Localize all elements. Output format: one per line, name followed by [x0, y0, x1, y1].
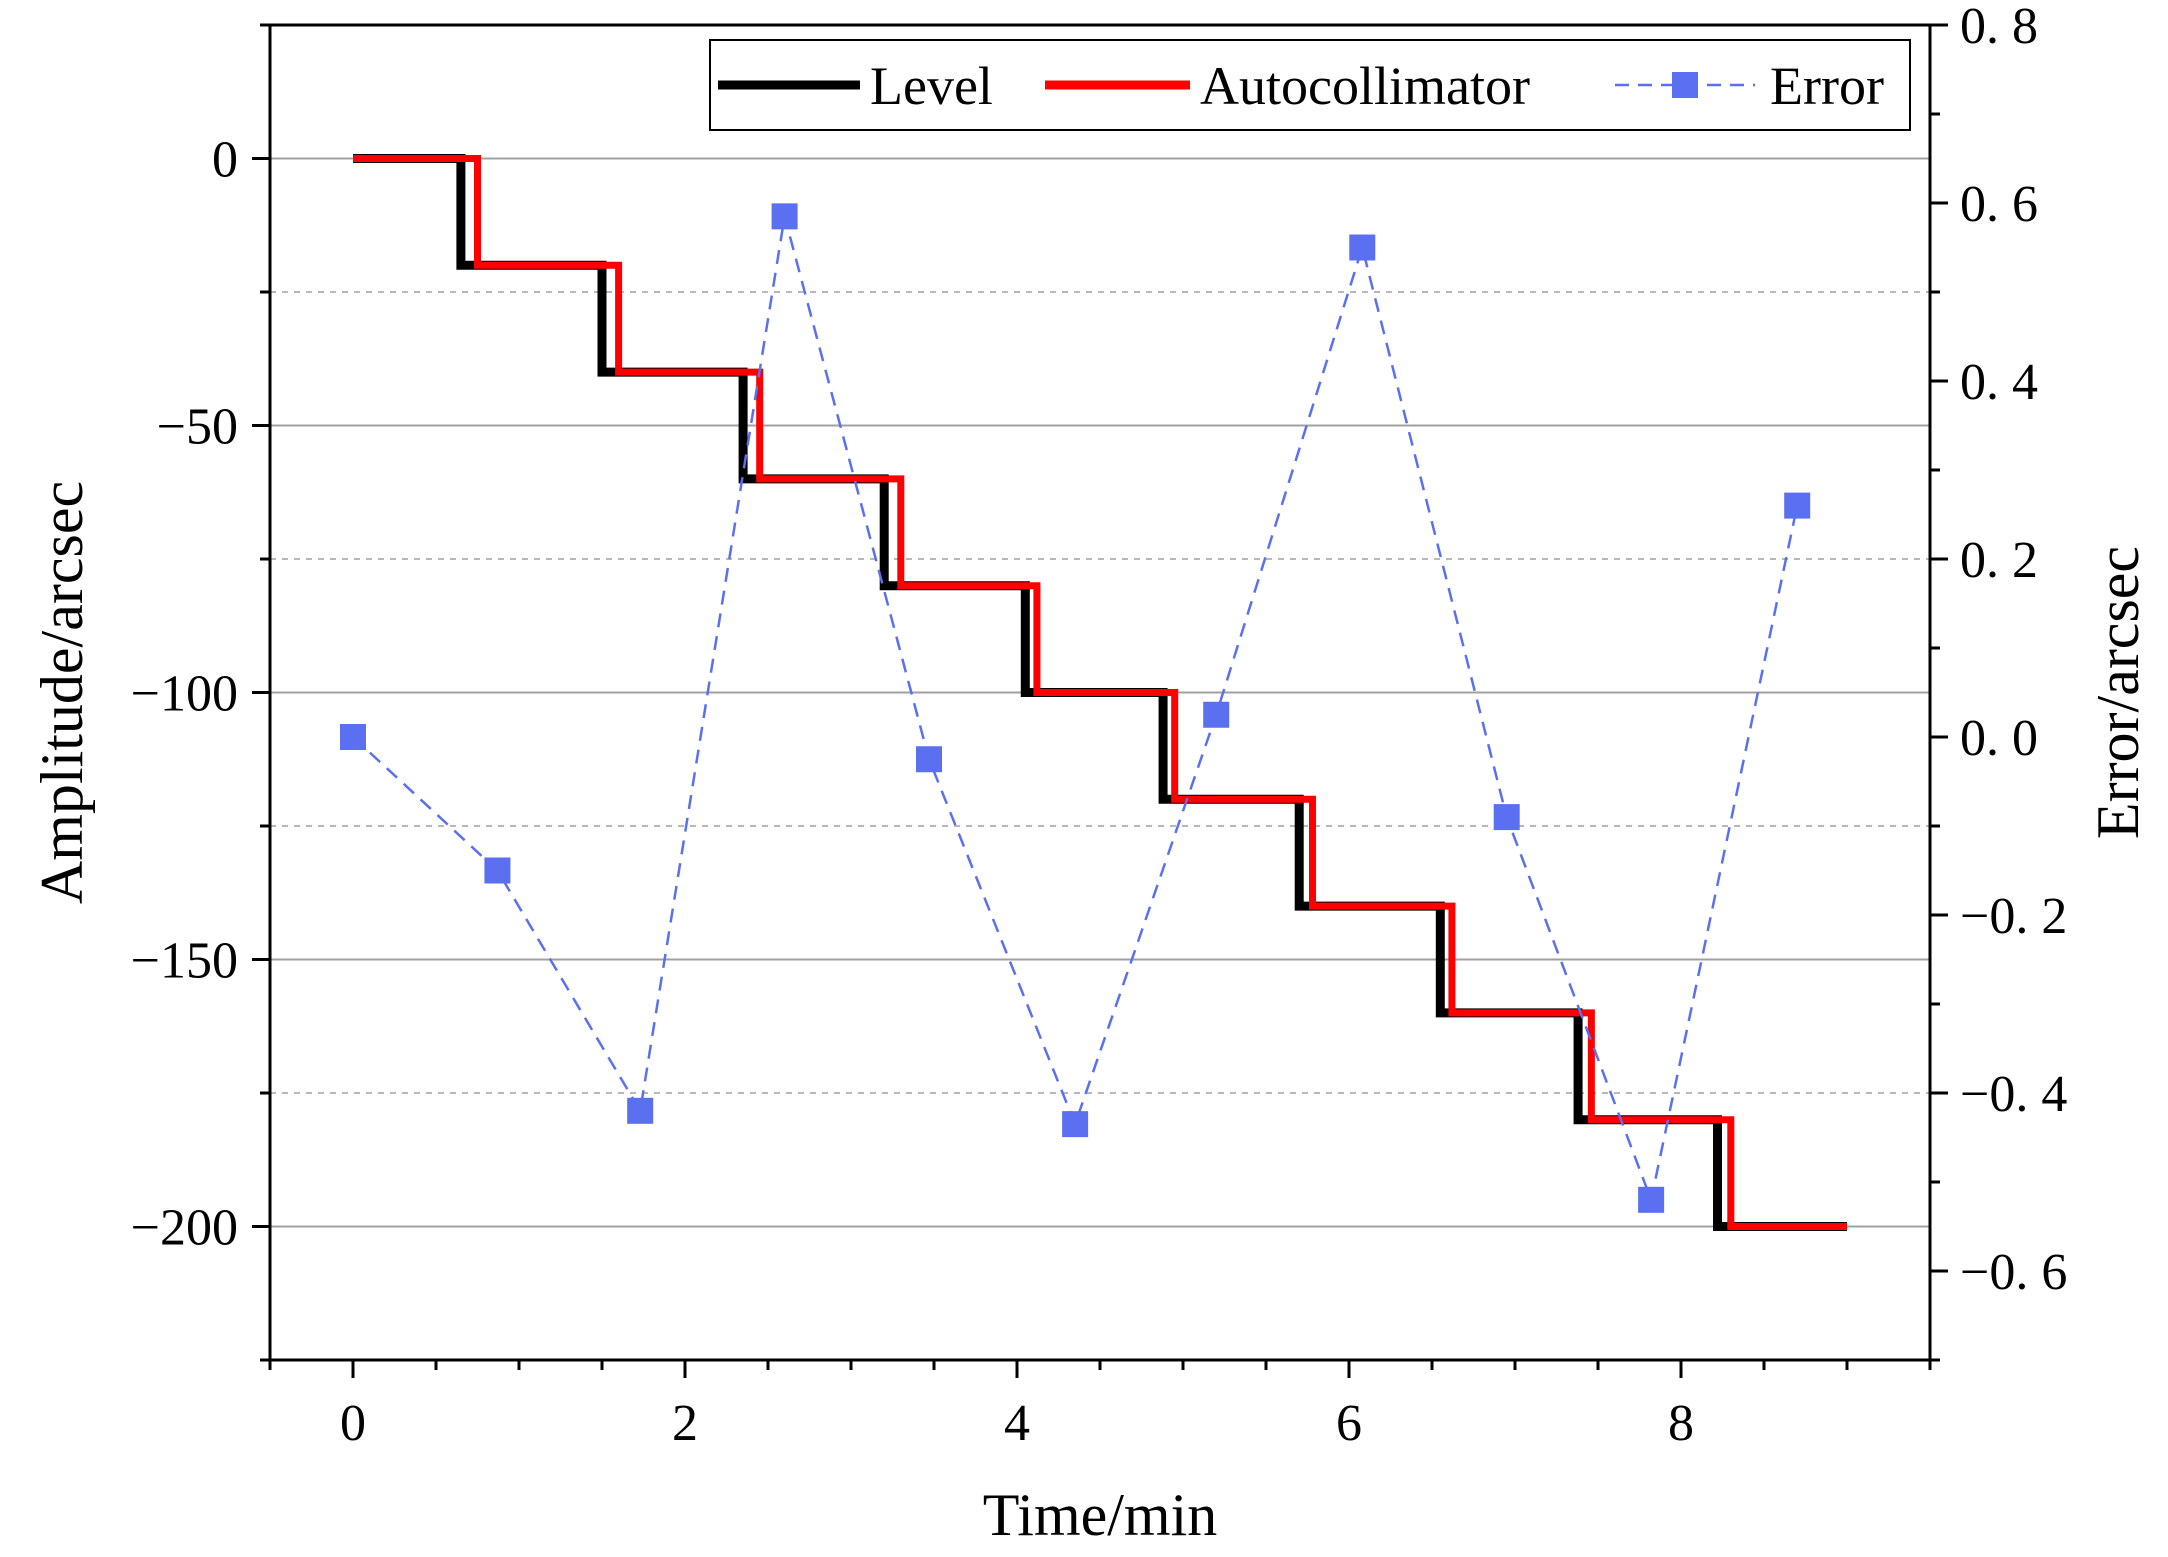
error-point: [771, 203, 798, 230]
y2-tick-label: −0. 4: [1960, 1066, 2067, 1123]
legend: Level Autocollimator Error: [709, 39, 1911, 131]
error-point: [340, 724, 366, 750]
error-point: [916, 746, 943, 773]
y-tick-label: −100: [131, 666, 238, 723]
y2-tick-label: 0. 6: [1960, 176, 2038, 233]
x-tick-label: 2: [672, 1395, 698, 1452]
tick-labels: 0 2 4 6 8 0 −50 −100 −150 −200 0. 8 0. 6 0. 4 0. 2 0. …: [131, 0, 2068, 1452]
grid-lines: [270, 157, 1930, 1228]
data-series: [340, 154, 1847, 1231]
y2-tick-label: 0. 8: [1960, 0, 2038, 55]
y2-tick-label: 0. 4: [1960, 354, 2038, 411]
y-tick-label: −150: [131, 933, 238, 990]
y-tick-label: 0: [212, 132, 238, 189]
series-autocollimator-line: [353, 155, 1847, 1230]
error-point: [1638, 1186, 1665, 1213]
error-point: [1493, 804, 1520, 831]
y-tick-label: −50: [157, 399, 238, 456]
error-point: [1203, 701, 1230, 728]
y-axis-title: Amplitude/arcsec: [29, 481, 95, 904]
error-point: [484, 857, 511, 884]
error-point: [1349, 234, 1376, 261]
series-error-line: [352, 216, 1799, 1205]
legend-label-error: Error: [1770, 56, 1884, 116]
x-tick-label: 8: [1668, 1395, 1694, 1452]
y2-tick-label: −0. 2: [1960, 888, 2067, 945]
legend-marker-error: [1672, 72, 1698, 98]
y2-tick-label: 0. 2: [1960, 532, 2038, 589]
x-tick-label: 0: [340, 1395, 366, 1452]
error-point: [627, 1097, 654, 1124]
y2-tick-label: −0. 6: [1960, 1244, 2067, 1301]
legend-label-level: Level: [870, 56, 993, 116]
y2-tick-label: 0. 0: [1960, 710, 2038, 767]
axis-ticks: [252, 23, 1948, 1378]
x-tick-label: 4: [1004, 1395, 1030, 1452]
error-point: [1062, 1111, 1089, 1138]
x-tick-label: 6: [1336, 1395, 1362, 1452]
x-axis-title: Time/min: [983, 1482, 1218, 1548]
y-tick-label: −200: [131, 1200, 238, 1257]
error-point: [1784, 492, 1811, 519]
legend-label-autocollimator: Autocollimator: [1200, 56, 1530, 116]
y2-axis-title: Error/arcsec: [2085, 546, 2151, 839]
